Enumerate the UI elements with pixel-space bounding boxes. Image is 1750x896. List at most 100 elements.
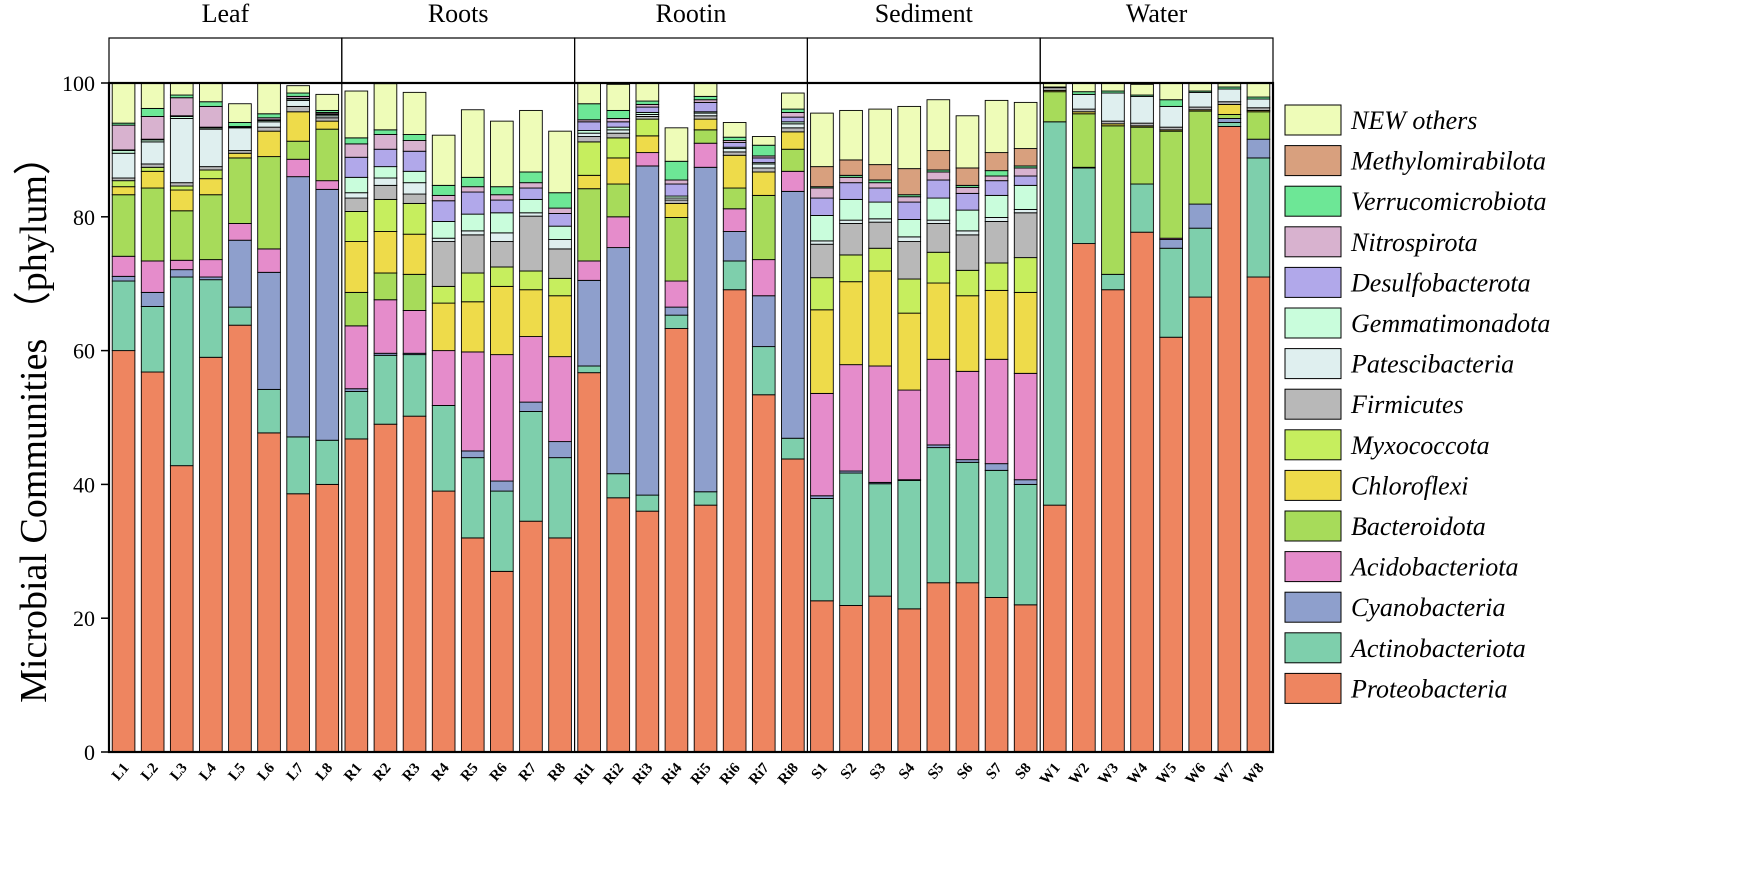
bar-segment [1130,183,1154,233]
bar-segment [169,97,194,117]
bar-segment [897,389,922,481]
bar-segment [111,280,136,352]
bar-segment [402,354,427,417]
bar-segment [228,122,252,127]
legend-swatch [1284,469,1342,501]
bar-segment [199,259,223,278]
bar-segment [1246,82,1271,98]
bar-segment [257,388,281,434]
bar-segment [402,182,427,195]
bar-segment [286,85,310,94]
bar-segment [984,99,1009,154]
bar-segment [1130,231,1154,753]
bar-segment [286,105,310,113]
bar-segment [984,175,1009,182]
bar-segment [897,105,922,170]
bar-segment [1130,126,1154,185]
bar-segment [1217,113,1242,119]
bar-segment [839,219,863,224]
bar-segment [490,285,514,356]
bar-segment [257,248,281,273]
bar-segment [548,130,572,194]
legend-swatch [1284,551,1342,583]
bar-segment [722,148,747,153]
group-label: Roots [428,0,489,28]
bar-segment [1013,148,1038,167]
bar-segment [373,423,398,753]
bar-segment [286,176,310,438]
category-label: W8 [1241,760,1268,788]
bar-segment [1013,257,1038,293]
bar-segment [111,124,136,151]
legend-swatch [1284,145,1342,177]
bar-segment [548,277,572,297]
bar-segment [1101,125,1125,275]
bar-segment [577,136,601,143]
bar-segment [751,346,776,396]
bar-segment [955,582,980,753]
y-tick-label: 60 [73,339,95,364]
bar-segment [402,193,427,204]
category-label: R1 [341,760,365,784]
legend-label: Patescibacteria [1350,350,1514,379]
bar-segment [111,186,136,196]
bar-segment [140,166,165,172]
category-label: Ri8 [775,760,802,788]
bar-segment [228,324,252,753]
bar-segment [431,302,456,352]
bar-segment [664,179,689,185]
bar-segment [431,490,456,753]
bar-segment [257,130,281,158]
bar-segment [1042,504,1067,753]
bar-segment [577,279,601,367]
bar-segment [257,432,281,753]
bar-segment [664,160,689,181]
bar-segment [693,142,718,168]
category-label: R2 [370,760,394,784]
legend-swatch [1284,104,1342,136]
group-label: Water [1126,0,1188,28]
bar-segment [431,200,456,222]
bar-segment [577,82,601,105]
bar-segment [548,295,572,358]
bar-segment [635,82,660,102]
bar-segment [373,184,398,200]
bar-segment [286,111,310,142]
category-label: W2 [1066,760,1093,788]
bar-segment [286,140,310,160]
bar-segment [111,255,136,277]
bar-segment [1013,212,1038,259]
bar-segment [548,356,572,443]
bar-segment [257,82,281,115]
bar-segment [664,199,689,204]
bar-segment [664,306,689,316]
bar-segment [228,157,252,224]
bar-segment [460,457,485,539]
bar-segment [868,221,892,249]
bar-segment [868,270,892,367]
bar-segment [548,248,572,279]
bar-segment [1188,82,1213,92]
bar-segment [1159,82,1183,101]
bar-segment [1013,101,1038,150]
bar-segment [199,169,223,180]
bar-segment [897,196,922,203]
bar-segment [402,415,427,753]
legend-swatch [1284,672,1342,704]
bar-segment [431,184,456,196]
bar-segment [810,600,834,753]
bar-segment [373,134,398,150]
bar-segment [1072,167,1096,245]
bar-segment [286,436,310,495]
bar-segment [955,209,980,232]
bar-segment [1013,479,1038,485]
group-label: Sediment [875,0,974,28]
category-label: W4 [1124,760,1151,788]
bar-segment [519,520,543,753]
bar-segment [868,218,892,223]
bar-segment [577,174,601,190]
legend-label: Firmicutes [1350,390,1464,419]
category-label: L7 [284,760,308,784]
bar-segment [606,137,631,159]
category-label: R4 [429,760,453,785]
